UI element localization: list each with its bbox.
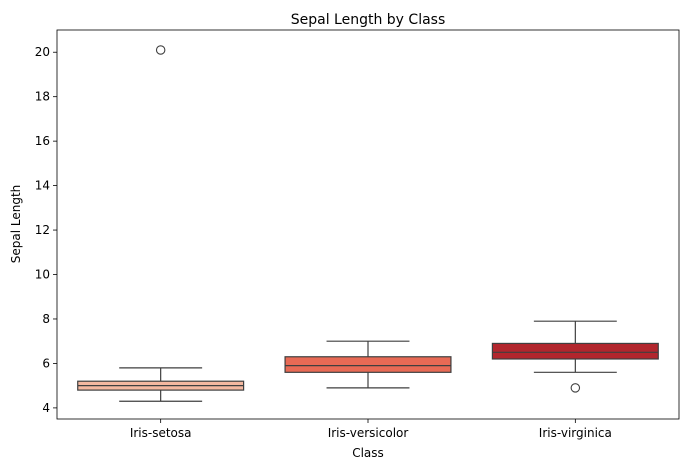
- y-tick-label: 14: [35, 179, 50, 193]
- box-iqr: [284, 356, 452, 373]
- y-tick-label: 18: [35, 90, 50, 104]
- y-tick-label: 4: [42, 401, 50, 415]
- chart-title: Sepal Length by Class: [291, 12, 446, 28]
- x-axis-label: Class: [352, 446, 384, 460]
- y-tick-label: 12: [35, 223, 50, 237]
- x-tick-label: Iris-virginica: [539, 426, 612, 440]
- y-tick-label: 6: [42, 356, 50, 370]
- y-tick-label: 20: [35, 45, 50, 59]
- y-tick-label: 16: [35, 134, 50, 148]
- x-tick-label: Iris-versicolor: [328, 426, 409, 440]
- box-iqr: [491, 342, 659, 360]
- y-tick-label: 8: [42, 312, 50, 326]
- outlier-point: [570, 383, 581, 393]
- x-tick-label: Iris-setosa: [130, 426, 192, 440]
- y-tick-label: 10: [35, 268, 50, 282]
- outlier-point: [155, 45, 166, 55]
- plot-area: 4 6 8 10 12 14 16 18 20 Iris-setosa Iris-versicolo…: [35, 29, 680, 440]
- y-axis-label: Sepal Length: [9, 185, 23, 264]
